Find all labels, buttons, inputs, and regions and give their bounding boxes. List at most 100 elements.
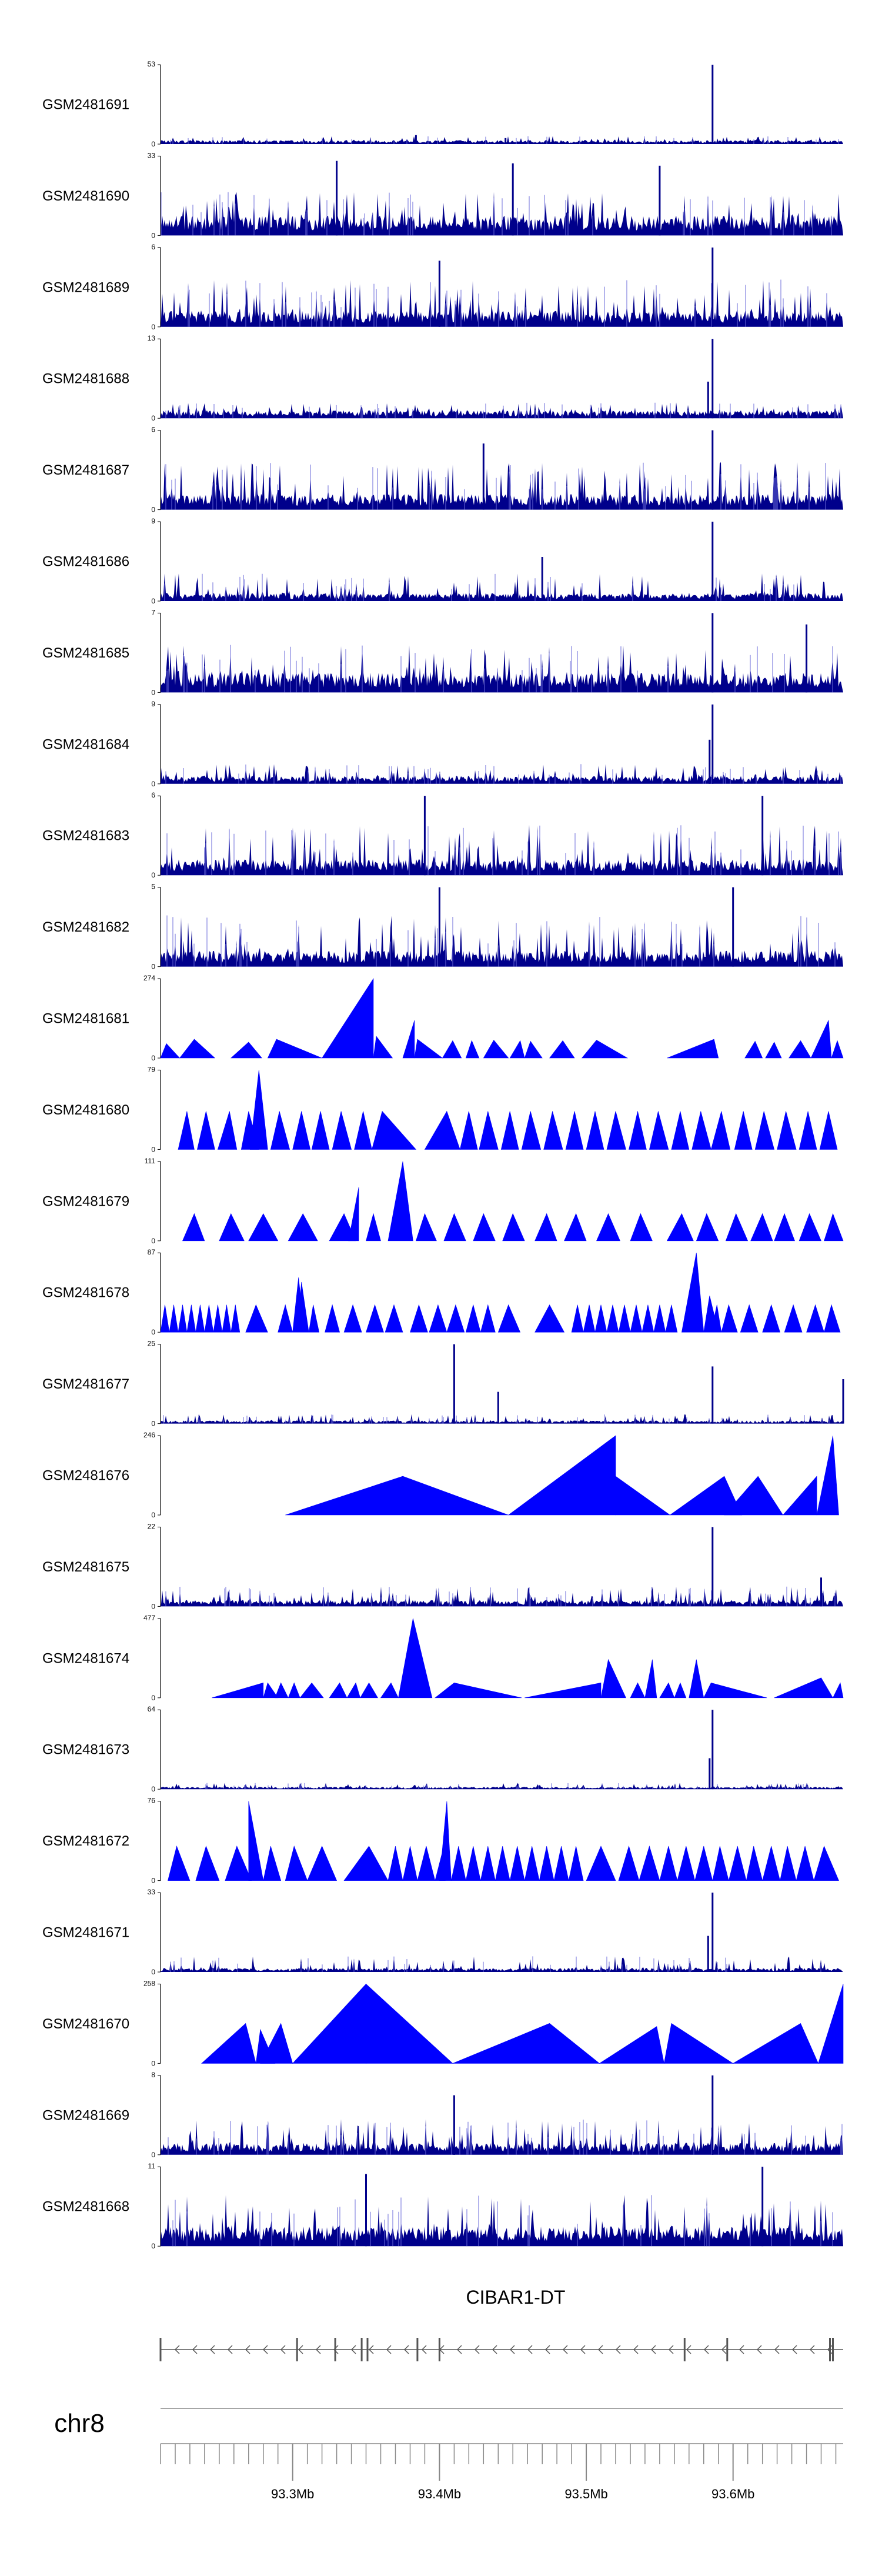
coverage-peak	[761, 2167, 764, 2247]
track-label: GSM2481679	[42, 1193, 129, 1209]
y-tick-max-label: 9	[151, 700, 155, 708]
coverage-peak	[659, 165, 661, 236]
strand-arrow	[615, 2345, 621, 2354]
y-tick-max-label: 274	[143, 974, 155, 982]
coverage-baseline	[161, 1586, 843, 1607]
coverage-peak	[438, 261, 440, 327]
axis-tick-label: 93.3Mb	[271, 2487, 314, 2501]
peak	[230, 1304, 240, 1333]
y-tick-min-label: 0	[151, 1328, 155, 1336]
coverage-spikes	[165, 764, 841, 784]
peak	[606, 1111, 626, 1150]
axis-tick-label: 93.4Mb	[418, 2487, 461, 2501]
peak	[348, 1187, 359, 1242]
strand-arrow	[421, 2345, 427, 2354]
peak	[299, 1682, 324, 1699]
peak	[502, 1213, 525, 1242]
coverage-peak	[761, 796, 764, 876]
y-tick-max-label: 25	[148, 1340, 156, 1348]
peak-series	[160, 1253, 841, 1333]
strand-arrow	[403, 2345, 409, 2354]
peak	[824, 1304, 841, 1333]
peak	[549, 1040, 575, 1059]
coverage-peak	[482, 443, 485, 510]
peak	[534, 1213, 557, 1242]
y-tick-min-label: 0	[151, 1602, 155, 1610]
y-tick-max-label: 111	[145, 1157, 156, 1165]
peak	[618, 1304, 631, 1333]
strand-arrow	[791, 2345, 797, 2354]
strand-arrow	[368, 2345, 374, 2354]
peak	[263, 1682, 279, 1699]
coverage-baseline	[161, 825, 843, 876]
track-label: GSM2481690	[42, 188, 129, 204]
peak	[664, 2023, 734, 2064]
peak	[217, 1111, 238, 1150]
track-GSM2481680: GSM2481680 79 0	[42, 1065, 838, 1153]
coverage-baseline	[161, 645, 843, 693]
strand-arrow	[633, 2345, 639, 2354]
peak	[366, 1983, 453, 2064]
peak	[696, 1213, 719, 1242]
peak	[681, 1253, 704, 1333]
peak	[674, 1682, 687, 1699]
coverage-spikes	[166, 645, 833, 693]
peak	[410, 1304, 428, 1333]
peak	[260, 2023, 293, 2064]
strand-arrow	[544, 2345, 550, 2354]
coverage-peaks	[711, 613, 808, 693]
y-tick-min-label: 0	[151, 963, 155, 971]
coverage-spikes	[170, 1956, 821, 1972]
track-label: GSM2481687	[42, 462, 129, 478]
track-label: GSM2481682	[42, 919, 129, 935]
peak	[750, 1213, 773, 1242]
peak	[659, 1846, 678, 1881]
y-tick-min-label: 0	[151, 871, 155, 879]
coverage-peak	[541, 557, 543, 601]
peak	[630, 1682, 646, 1699]
peak	[267, 1039, 322, 1059]
peak	[322, 977, 374, 1059]
strand-arrow	[492, 2345, 497, 2354]
peak	[568, 1846, 584, 1881]
peak	[671, 1111, 690, 1150]
coverage-peak	[711, 1527, 714, 1607]
peak	[667, 1039, 719, 1059]
y-tick-max-label: 7	[151, 608, 155, 616]
y-tick-min-label: 0	[151, 1420, 155, 1428]
strand-arrow	[597, 2345, 603, 2354]
track-label: GSM2481684	[42, 736, 129, 752]
track-label: GSM2481688	[42, 371, 129, 387]
coverage-peaks	[709, 704, 714, 784]
peak	[586, 1111, 604, 1150]
y-tick-max-label: 79	[148, 1065, 156, 1073]
peak	[606, 1304, 619, 1333]
peak	[586, 1846, 616, 1881]
gene-track: CIBAR1-DT	[159, 2287, 843, 2361]
peak	[721, 1304, 738, 1333]
strand-arrow	[209, 2345, 215, 2354]
coverage-baseline	[161, 1414, 843, 1424]
peak	[186, 1304, 196, 1333]
track-label: GSM2481673	[42, 1742, 129, 1758]
track-label: GSM2481668	[42, 2199, 129, 2215]
coverage-peaks	[423, 796, 764, 876]
peak	[201, 2023, 256, 2064]
peak	[160, 1304, 170, 1333]
track-GSM2481672: GSM2481672 76 0	[42, 1797, 839, 1885]
y-tick-max-label: 8	[151, 2071, 155, 2079]
coverage-spikes	[172, 2195, 833, 2247]
peak	[571, 1304, 584, 1333]
coverage-peak	[707, 1936, 709, 1972]
peak	[796, 1846, 814, 1881]
peak	[507, 1435, 616, 1516]
peak	[833, 1682, 844, 1699]
peak	[509, 1040, 525, 1059]
peak	[694, 1846, 713, 1881]
coverage-peak	[453, 2095, 455, 2155]
peak	[275, 1682, 289, 1699]
strand-arrow	[474, 2345, 480, 2354]
peak	[581, 1040, 629, 1059]
peak	[810, 1019, 832, 1059]
coverage-baseline	[161, 136, 843, 144]
